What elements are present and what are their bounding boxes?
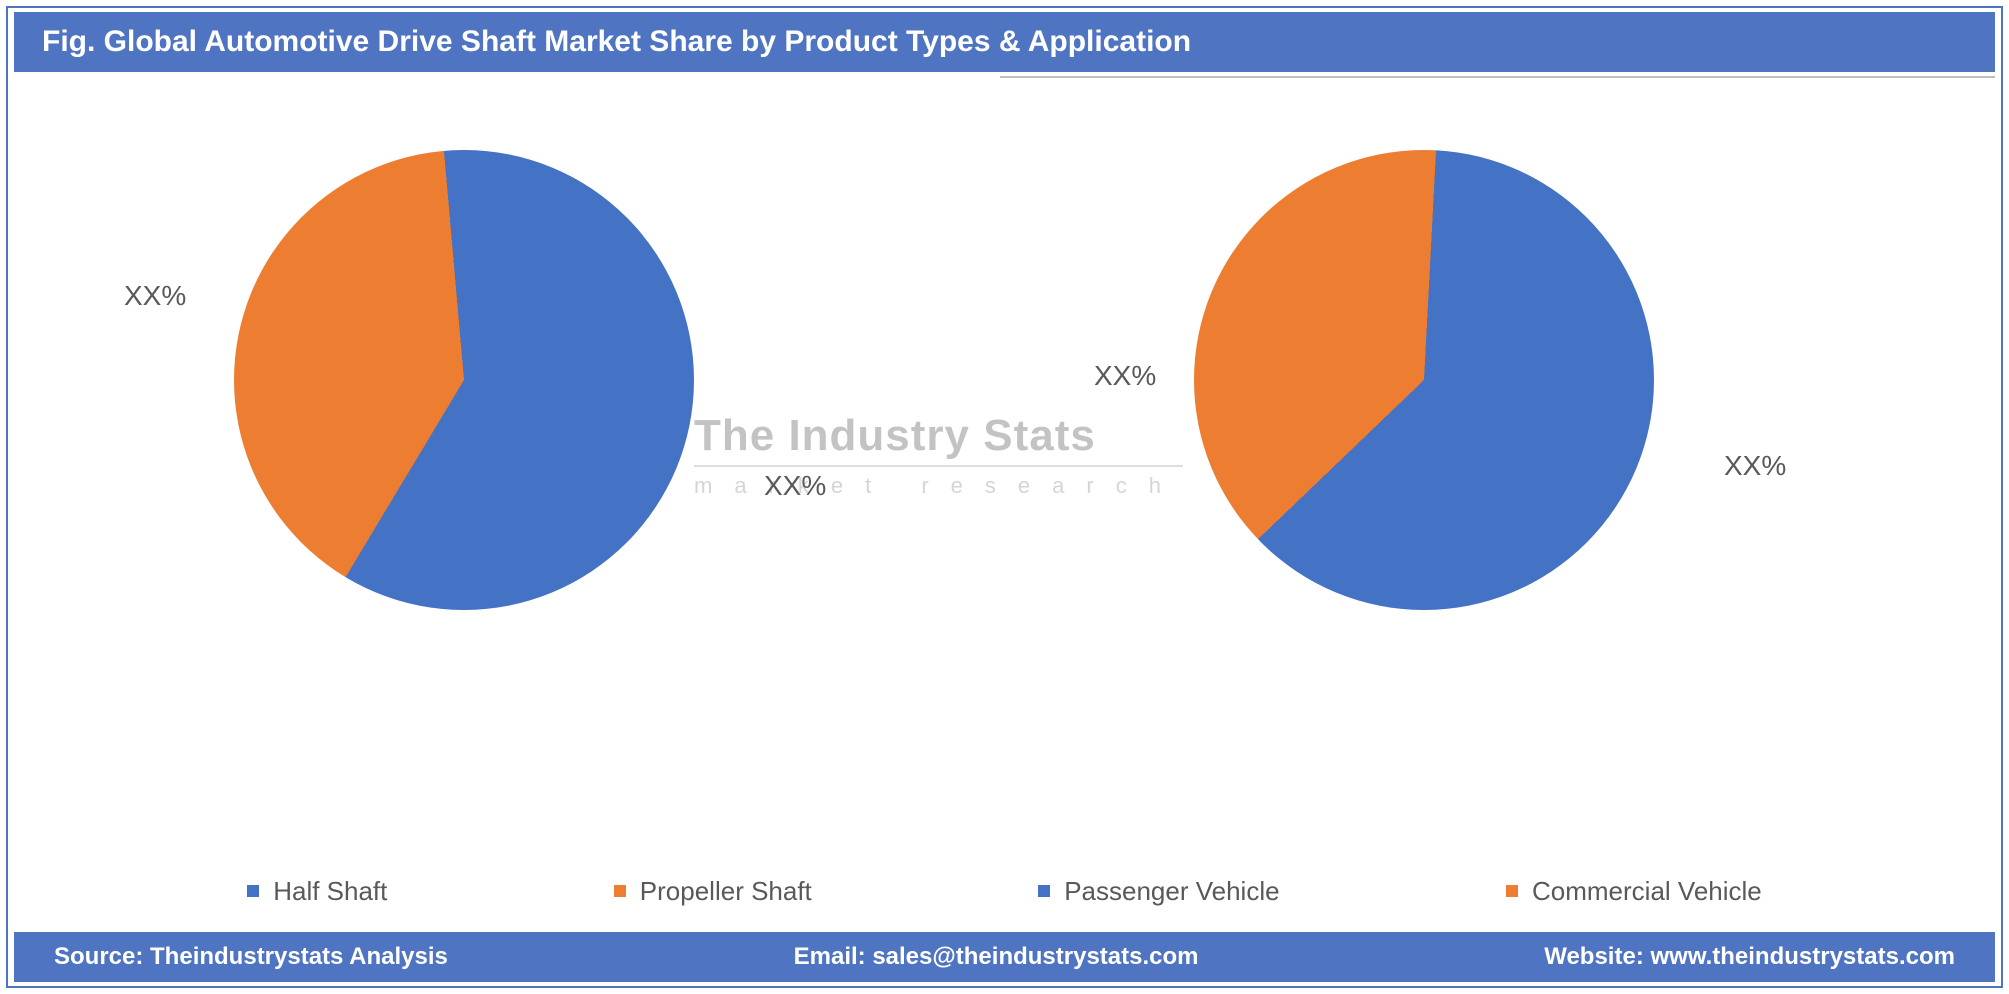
watermark-main: The Industry Stats bbox=[694, 411, 1183, 461]
pie-0-slice-1-label: XX% bbox=[124, 280, 186, 312]
footer-source: Source: Theindustrystats Analysis bbox=[54, 943, 448, 971]
legend-item-1: Propeller Shaft bbox=[614, 876, 812, 907]
chart-area: The Industry Stats market research XX%XX… bbox=[14, 90, 1995, 834]
footer-bar: Source: Theindustrystats Analysis Email:… bbox=[14, 932, 1995, 982]
pie-disc-0 bbox=[234, 150, 694, 610]
pie-0-slice-0-label: XX% bbox=[764, 470, 826, 502]
legend-marker-0 bbox=[247, 885, 259, 897]
legend-label-1: Propeller Shaft bbox=[640, 876, 812, 907]
title-bar: Fig. Global Automotive Drive Shaft Marke… bbox=[14, 12, 1995, 72]
title-underline bbox=[1000, 76, 1995, 78]
legend-marker-1 bbox=[614, 885, 626, 897]
chart-title: Fig. Global Automotive Drive Shaft Marke… bbox=[42, 25, 1191, 59]
legend-marker-3 bbox=[1506, 885, 1518, 897]
legend-row: Half Shaft Propeller Shaft Passenger Vehic… bbox=[14, 866, 1995, 916]
legend-item-0: Half Shaft bbox=[247, 876, 387, 907]
pie-chart-0: XX%XX% bbox=[234, 150, 694, 610]
legend-label-0: Half Shaft bbox=[273, 876, 387, 907]
pie-1-slice-1-label: XX% bbox=[1094, 360, 1156, 392]
legend-label-2: Passenger Vehicle bbox=[1064, 876, 1279, 907]
legend-item-3: Commercial Vehicle bbox=[1506, 876, 1762, 907]
footer-email: Email: sales@theindustrystats.com bbox=[794, 943, 1199, 971]
legend-item-2: Passenger Vehicle bbox=[1038, 876, 1279, 907]
legend-label-3: Commercial Vehicle bbox=[1532, 876, 1762, 907]
footer-website: Website: www.theindustrystats.com bbox=[1544, 943, 1955, 971]
pie-1-slice-0-label: XX% bbox=[1724, 450, 1786, 482]
legend-marker-2 bbox=[1038, 885, 1050, 897]
pie-chart-1: XX%XX% bbox=[1194, 150, 1654, 610]
pie-disc-1 bbox=[1194, 150, 1654, 610]
